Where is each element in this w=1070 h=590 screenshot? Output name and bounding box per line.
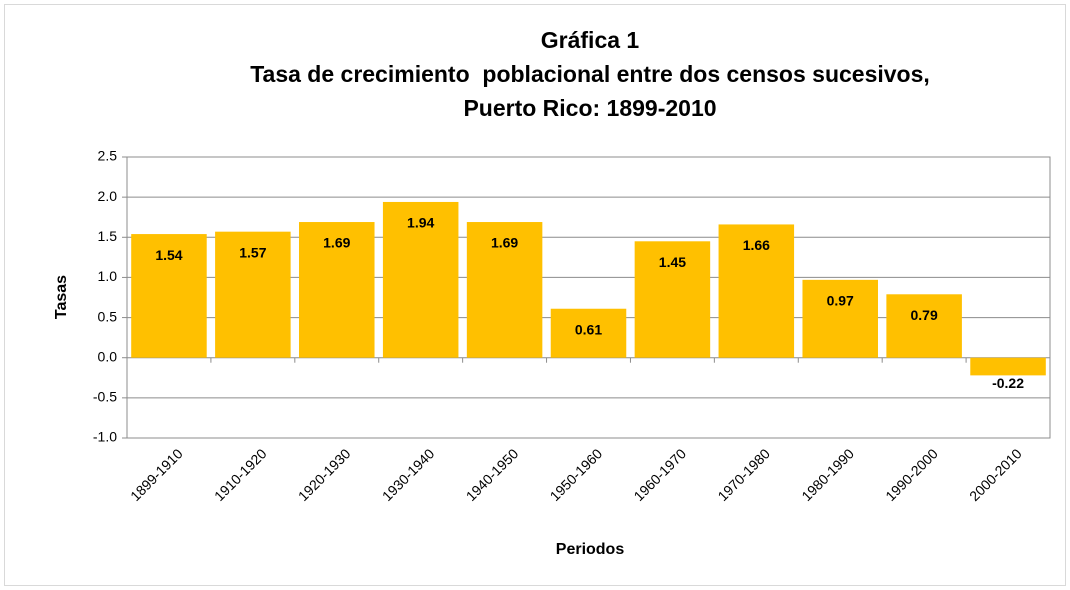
x-axis-title: Periodos	[556, 541, 625, 558]
bar	[215, 231, 291, 358]
data-label: 1.94	[407, 215, 434, 231]
data-label: 1.57	[239, 244, 266, 260]
y-axis-title: Tasas	[53, 275, 70, 319]
bar	[299, 222, 375, 358]
plot-border	[126, 156, 1051, 439]
bar	[886, 294, 962, 358]
y-tick-label: 2.0	[98, 188, 118, 204]
data-label: 1.66	[743, 237, 770, 253]
data-label: 1.69	[323, 235, 350, 251]
data-label: 1.54	[155, 247, 182, 263]
bar	[802, 279, 878, 358]
data-label: 1.69	[491, 235, 518, 251]
data-label: 0.79	[911, 307, 938, 323]
bar	[550, 308, 627, 358]
chart-title: Puerto Rico: 1899-2010	[463, 95, 716, 121]
y-tick-label: 0.0	[98, 348, 118, 364]
y-tick-label: 0.5	[98, 308, 118, 324]
bar	[718, 224, 795, 358]
data-label: 1.45	[659, 254, 686, 270]
y-tick-label: 1.0	[98, 268, 118, 284]
bar	[382, 201, 459, 358]
y-tick-label: -1.0	[93, 429, 117, 445]
chart-title: Tasa de crecimiento poblacional entre do…	[250, 61, 930, 87]
bar	[634, 241, 711, 358]
y-tick-label: 2.5	[98, 148, 118, 164]
data-label: -0.22	[992, 375, 1024, 391]
data-label: 0.97	[827, 293, 854, 309]
y-tick-label: 1.5	[98, 228, 118, 244]
bar	[970, 357, 1046, 376]
bar	[466, 222, 543, 358]
chart-title: Gráfica 1	[541, 27, 640, 53]
data-label: 0.61	[575, 321, 602, 337]
bar	[131, 234, 207, 358]
y-tick-label: -0.5	[93, 389, 117, 405]
